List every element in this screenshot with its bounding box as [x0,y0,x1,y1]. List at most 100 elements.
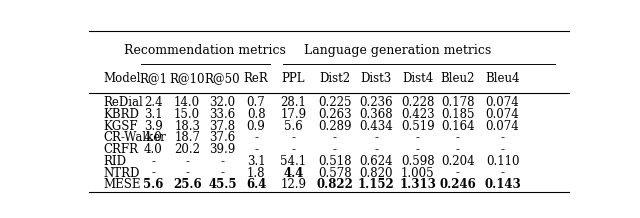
Text: 5.6: 5.6 [284,119,303,133]
Text: 18.3: 18.3 [174,119,200,133]
Text: 4.4: 4.4 [283,167,303,180]
Text: -: - [456,131,460,144]
Text: 39.9: 39.9 [209,143,236,156]
Text: 0.518: 0.518 [318,155,352,168]
Text: 15.0: 15.0 [174,108,200,121]
Text: MESE: MESE [104,178,141,191]
Text: 18.7: 18.7 [174,131,200,144]
Text: CRFR: CRFR [104,143,139,156]
Text: 0.246: 0.246 [440,178,476,191]
Text: 1.8: 1.8 [247,167,266,180]
Text: KBRD: KBRD [104,108,140,121]
Text: 37.8: 37.8 [209,119,236,133]
Text: -: - [152,155,156,168]
Text: 0.164: 0.164 [441,119,475,133]
Text: 0.263: 0.263 [318,108,352,121]
Text: -: - [333,143,337,156]
Text: Dist3: Dist3 [360,72,392,85]
Text: -: - [500,167,504,180]
Text: -: - [456,143,460,156]
Text: Bleu4: Bleu4 [485,72,520,85]
Text: 0.204: 0.204 [441,155,475,168]
Text: 0.822: 0.822 [317,178,353,191]
Text: -: - [416,131,420,144]
Text: 0.368: 0.368 [359,108,393,121]
Text: 0.178: 0.178 [441,96,475,109]
Text: -: - [416,143,420,156]
Text: -: - [220,155,225,168]
Text: 0.185: 0.185 [441,108,475,121]
Text: 1.005: 1.005 [401,167,435,180]
Text: 14.0: 14.0 [174,96,200,109]
Text: -: - [374,131,378,144]
Text: 6.4: 6.4 [246,178,266,191]
Text: R@1: R@1 [140,72,168,85]
Text: RID: RID [104,155,127,168]
Text: 0.578: 0.578 [318,167,352,180]
Text: 12.9: 12.9 [280,178,307,191]
Text: 3.9: 3.9 [144,119,163,133]
Text: -: - [291,131,295,144]
Text: -: - [254,131,258,144]
Text: ReR: ReR [244,72,268,85]
Text: 1.152: 1.152 [358,178,394,191]
Text: -: - [374,143,378,156]
Text: 0.7: 0.7 [246,96,266,109]
Text: 0.289: 0.289 [318,119,352,133]
Text: 0.434: 0.434 [359,119,393,133]
Text: -: - [500,131,504,144]
Text: 0.110: 0.110 [486,155,519,168]
Text: R@10: R@10 [170,72,205,85]
Text: 0.598: 0.598 [401,155,435,168]
Text: Bleu2: Bleu2 [441,72,475,85]
Text: -: - [220,167,225,180]
Text: -: - [291,143,295,156]
Text: NTRD: NTRD [104,167,140,180]
Text: 4.0: 4.0 [144,143,163,156]
Text: 0.519: 0.519 [401,119,435,133]
Text: 0.820: 0.820 [360,167,393,180]
Text: Recommendation metrics: Recommendation metrics [124,44,285,57]
Text: 0.225: 0.225 [318,96,352,109]
Text: 0.074: 0.074 [486,96,520,109]
Text: 3.1: 3.1 [144,108,163,121]
Text: 32.0: 32.0 [209,96,236,109]
Text: Dist4: Dist4 [402,72,433,85]
Text: 0.8: 0.8 [247,108,266,121]
Text: KGSF: KGSF [104,119,138,133]
Text: 54.1: 54.1 [280,155,307,168]
Text: Dist2: Dist2 [319,72,351,85]
Text: PPL: PPL [282,72,305,85]
Text: 0.236: 0.236 [359,96,393,109]
Text: 0.624: 0.624 [359,155,393,168]
Text: CR-Walker: CR-Walker [104,131,166,144]
Text: 0.228: 0.228 [401,96,435,109]
Text: R@50: R@50 [205,72,240,85]
Text: -: - [254,143,258,156]
Text: 0.9: 0.9 [246,119,266,133]
Text: 5.6: 5.6 [143,178,164,191]
Text: 17.9: 17.9 [280,108,307,121]
Text: Model: Model [104,72,141,85]
Text: 45.5: 45.5 [208,178,237,191]
Text: -: - [185,167,189,180]
Text: -: - [333,131,337,144]
Text: Language generation metrics: Language generation metrics [304,44,492,57]
Text: 25.6: 25.6 [173,178,202,191]
Text: -: - [185,155,189,168]
Text: 2.4: 2.4 [144,96,163,109]
Text: 1.313: 1.313 [399,178,436,191]
Text: -: - [456,167,460,180]
Text: 0.074: 0.074 [486,108,520,121]
Text: -: - [500,143,504,156]
Text: 0.143: 0.143 [484,178,521,191]
Text: 28.1: 28.1 [280,96,306,109]
Text: ReDial: ReDial [104,96,143,109]
Text: 0.074: 0.074 [486,119,520,133]
Text: 20.2: 20.2 [174,143,200,156]
Text: 0.423: 0.423 [401,108,435,121]
Text: 3.1: 3.1 [247,155,266,168]
Text: 4.0: 4.0 [144,131,163,144]
Text: 33.6: 33.6 [209,108,236,121]
Text: 37.6: 37.6 [209,131,236,144]
